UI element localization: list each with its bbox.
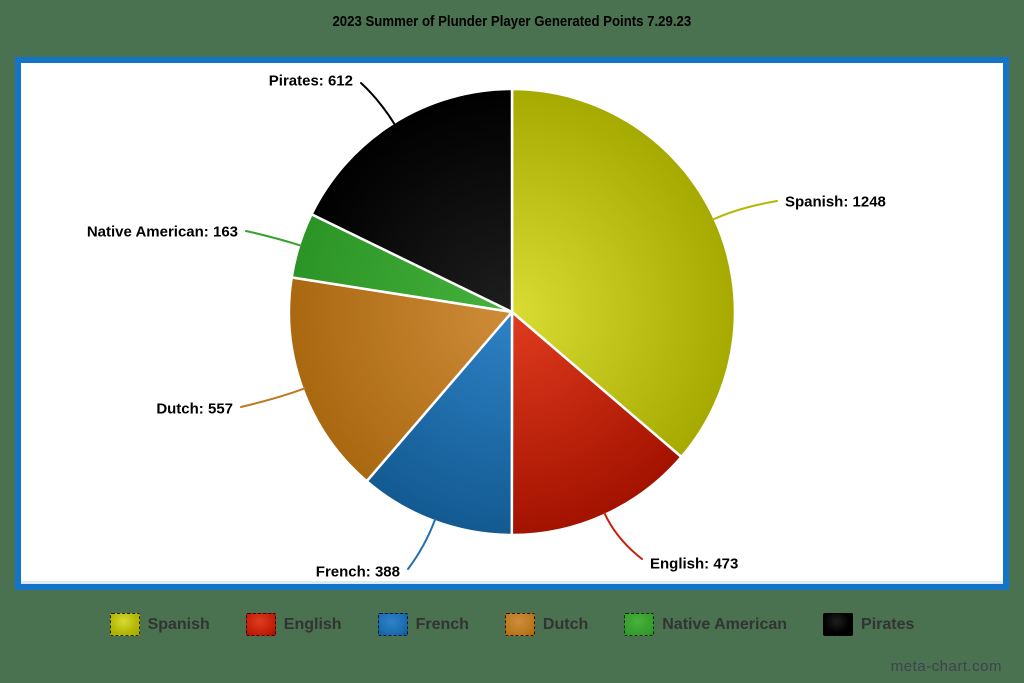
legend-label-english: English bbox=[283, 615, 342, 633]
watermark: meta-chart.com bbox=[890, 658, 1002, 675]
chart-title: 2023 Summer of Plunder Player Generated … bbox=[0, 13, 1024, 30]
legend-swatch-dutch bbox=[504, 613, 535, 636]
chart-panel bbox=[15, 57, 1009, 590]
legend-label-pirates: Pirates bbox=[861, 615, 915, 633]
legend-label-french: French bbox=[415, 615, 469, 633]
legend-label-dutch: Dutch bbox=[542, 615, 589, 633]
legend-item-native-american: Native American bbox=[624, 613, 787, 636]
legend-item-pirates: Pirates bbox=[823, 613, 914, 636]
legend-label-native-american: Native American bbox=[662, 615, 788, 633]
legend-item-english: English bbox=[245, 613, 342, 636]
legend-swatch-french bbox=[377, 613, 408, 636]
legend-label-spanish: Spanish bbox=[147, 615, 210, 633]
legend-swatch-spanish bbox=[109, 613, 140, 636]
legend-item-french: French bbox=[377, 613, 469, 636]
legend-item-spanish: Spanish bbox=[109, 613, 210, 636]
legend-item-dutch: Dutch bbox=[504, 613, 589, 636]
legend-swatch-english bbox=[245, 613, 276, 636]
legend: Spanish English French Dutch Native American… bbox=[0, 613, 1024, 636]
chart-title-text: 2023 Summer of Plunder Player Generated … bbox=[332, 13, 692, 30]
legend-swatch-pirates bbox=[823, 613, 854, 636]
legend-swatch-native-american bbox=[624, 613, 655, 636]
